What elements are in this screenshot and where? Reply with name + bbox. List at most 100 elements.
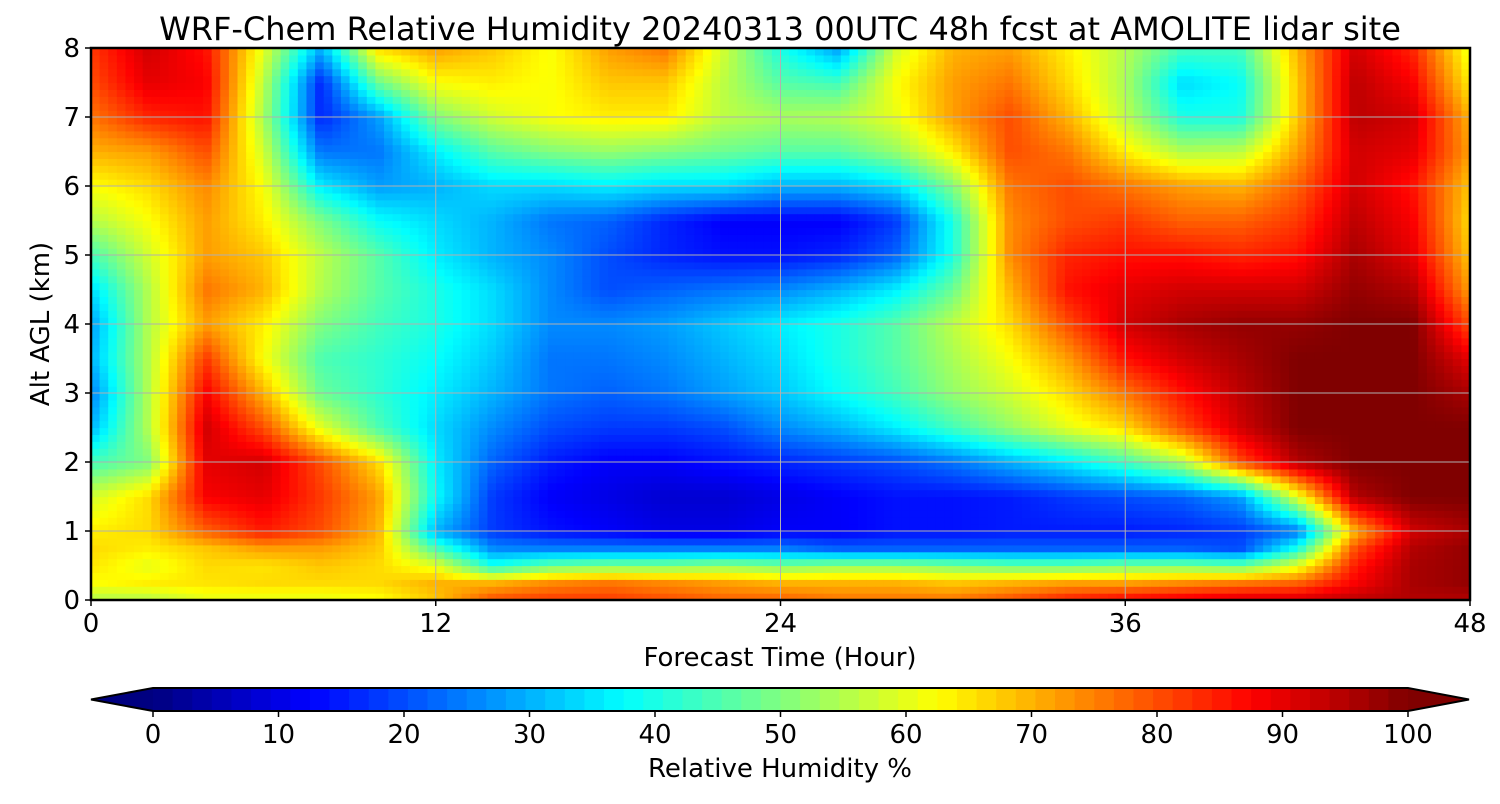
heatmap-cell (323, 503, 333, 511)
heatmap-cell (625, 462, 635, 470)
heatmap-cell (358, 393, 368, 401)
heatmap-cell (452, 206, 463, 215)
heatmap-cell (608, 289, 618, 297)
heatmap-cell (547, 48, 558, 56)
heatmap-cell (228, 268, 239, 277)
heatmap-cell (159, 117, 170, 125)
heatmap-cell (608, 248, 618, 256)
heatmap-cell (444, 351, 454, 360)
heatmap-cell (496, 117, 506, 125)
heatmap-cell (177, 420, 187, 429)
heatmap-cell (556, 386, 566, 394)
heatmap-cell (496, 406, 506, 415)
heatmap-cell (608, 537, 618, 546)
heatmap-cell (177, 54, 187, 63)
heatmap-cell (306, 537, 316, 546)
heatmap-cell (478, 531, 489, 539)
heatmap-cell (323, 330, 333, 339)
heatmap-cell (401, 282, 411, 291)
heatmap-cell (134, 179, 144, 187)
heatmap-cell (306, 572, 316, 580)
heatmap-cell (323, 586, 333, 594)
heatmap-cell (185, 330, 196, 339)
heatmap-cell (496, 524, 506, 532)
heatmap-cell (565, 462, 575, 470)
heatmap-cell (185, 130, 196, 139)
heatmap-cell (271, 593, 282, 600)
heatmap-cell (478, 544, 489, 553)
heatmap-cell (246, 54, 256, 63)
heatmap-cell (521, 434, 532, 442)
heatmap-cell (521, 186, 532, 194)
heatmap-cell (211, 54, 221, 63)
heatmap-cell (194, 496, 204, 504)
heatmap-cell (409, 130, 420, 139)
heatmap-cell (142, 593, 152, 600)
heatmap-cell (539, 213, 549, 222)
heatmap-cell (530, 68, 540, 77)
heatmap-cell (185, 379, 196, 387)
heatmap-cell (358, 482, 368, 491)
heatmap-cell (573, 234, 583, 242)
heatmap-cell (280, 441, 290, 449)
heatmap-cell (444, 110, 454, 118)
heatmap-cell (194, 551, 204, 560)
heatmap-cell (306, 337, 316, 346)
heatmap-cell (435, 330, 445, 339)
heatmap-cell (203, 227, 213, 235)
heatmap-cell (99, 179, 109, 187)
heatmap-cell (625, 379, 635, 387)
heatmap-cell (306, 54, 316, 63)
heatmap-cell (168, 544, 178, 553)
heatmap-cell (573, 165, 583, 173)
heatmap-cell (203, 317, 213, 325)
heatmap-cell (142, 324, 152, 332)
heatmap-cell (513, 179, 523, 187)
heatmap-cell (401, 524, 411, 532)
heatmap-cell (470, 344, 480, 353)
heatmap-cell (297, 144, 308, 153)
heatmap-cell (573, 551, 583, 560)
heatmap-cell (384, 558, 394, 567)
heatmap-cell (547, 544, 558, 553)
heatmap-cell (384, 165, 394, 173)
heatmap-cell (134, 255, 144, 263)
heatmap-cell (478, 358, 489, 366)
heatmap-cell (263, 531, 273, 539)
heatmap-cell (461, 351, 471, 360)
heatmap-cell (530, 137, 540, 146)
heatmap-cell (228, 192, 239, 201)
heatmap-cell (418, 413, 428, 422)
heatmap-cell (616, 268, 626, 277)
heatmap-cell (125, 517, 135, 525)
heatmap-cell (203, 406, 213, 415)
heatmap-cell (392, 199, 402, 208)
heatmap-cell (116, 551, 127, 560)
heatmap-cell (530, 386, 540, 394)
heatmap-cell (530, 82, 540, 90)
heatmap-cell (280, 351, 290, 360)
heatmap-cell (444, 420, 454, 429)
heatmap-cell (297, 82, 308, 90)
heatmap-cell (384, 448, 394, 456)
heatmap-cell (418, 399, 428, 408)
heatmap-cell (246, 248, 256, 256)
heatmap-cell (504, 344, 514, 353)
heatmap-cell (461, 206, 471, 215)
heatmap-cell (159, 96, 170, 104)
heatmap-cell (487, 468, 497, 477)
heatmap-cell (99, 427, 109, 435)
heatmap-cell (392, 358, 402, 366)
heatmap-cell (496, 103, 506, 111)
heatmap-cell (246, 358, 256, 366)
heatmap-cell (116, 482, 127, 491)
heatmap-cell (565, 468, 575, 477)
heatmap-cell (151, 268, 161, 277)
heatmap-cell (590, 123, 601, 132)
heatmap-cell (444, 54, 454, 63)
heatmap-cell (99, 54, 109, 63)
heatmap-cell (340, 593, 351, 600)
heatmap-cell (392, 61, 402, 70)
heatmap-cell (547, 206, 558, 215)
heatmap-cell (280, 241, 290, 249)
